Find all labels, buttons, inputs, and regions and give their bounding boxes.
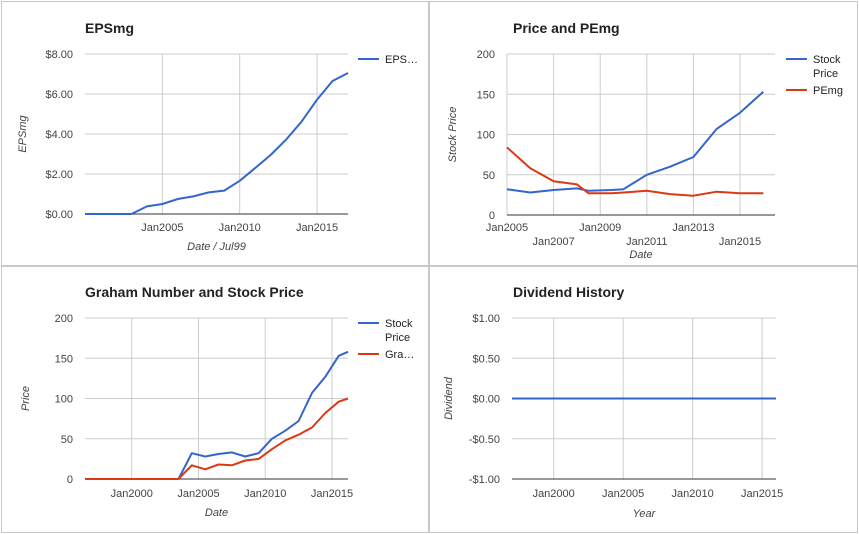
- y-tick-label: 100: [55, 394, 73, 406]
- x-tick-label: Jan2005: [602, 488, 644, 500]
- y-tick-label: $2.00: [45, 169, 73, 181]
- y-tick-label: 0: [67, 474, 73, 486]
- chart-title: Graham Number and Stock Price: [85, 284, 304, 300]
- eps-chart: EPSmg $0.00 $2.00 $4.00 $6.00 $8.00 Jan2005 Jan…: [17, 20, 418, 253]
- chart-title: Price and PEmg: [513, 20, 620, 36]
- x-tick-label: Jan2000: [111, 488, 153, 500]
- x-axis-title: Date: [629, 249, 652, 261]
- series-line: [506, 91, 764, 194]
- chart-title: EPSmg: [85, 20, 134, 36]
- x-tick-label: Jan2015: [296, 222, 338, 234]
- y-tick-label: 100: [477, 130, 495, 142]
- x-axis-title: Year: [633, 508, 657, 520]
- series-line: [85, 397, 349, 480]
- y-tick-label: $1.00: [472, 313, 500, 325]
- legend-label: Gra…: [385, 349, 414, 361]
- x-tick-label: Jan2010: [219, 222, 261, 234]
- chart-title: Dividend History: [513, 284, 624, 300]
- series-line: [506, 146, 764, 197]
- y-tick-label: 150: [477, 89, 495, 101]
- y-tick-label: $0.00: [472, 394, 500, 406]
- x-tick-label: Jan2015: [719, 236, 761, 248]
- y-tick-label: $6.00: [45, 89, 73, 101]
- y-axis-title: EPSmg: [17, 114, 29, 152]
- legend-label: PEmg: [813, 85, 843, 97]
- eps-chart-panel: EPSmg $0.00 $2.00 $4.00 $6.00 $8.00 Jan2005 Jan…: [1, 1, 429, 266]
- x-axis-title: Date: [205, 507, 228, 519]
- x-tick-label: Jan2005: [486, 222, 528, 234]
- y-tick-label: 50: [61, 434, 73, 446]
- x-tick-label: Jan2005: [177, 488, 219, 500]
- x-tick-label: Jan2000: [533, 488, 575, 500]
- series-line: [85, 350, 349, 480]
- y-tick-label: $0.00: [45, 209, 73, 221]
- legend-label: EPS…: [385, 54, 418, 66]
- price-pe-chart: Price and PEmg 0 50 100 150 200 Jan2005 Jan2007…: [447, 20, 843, 261]
- y-tick-label: -$1.00: [469, 474, 500, 486]
- x-tick-label: Jan2013: [672, 222, 714, 234]
- x-tick-label: Jan2010: [244, 488, 286, 500]
- y-axis-title: Price: [20, 386, 32, 411]
- x-tick-label: Jan2011: [626, 236, 667, 248]
- dividend-chart-panel: Dividend History -$1.00 -$0.50 $0.00 $0.50 $1…: [429, 266, 858, 533]
- price-pe-chart-panel: Price and PEmg 0 50 100 150 200 Jan2005 Jan2007…: [429, 1, 858, 266]
- y-tick-label: $4.00: [45, 129, 73, 141]
- x-tick-label: Jan2010: [672, 488, 714, 500]
- y-tick-label: 150: [55, 353, 73, 365]
- x-tick-label: Jan2007: [532, 236, 574, 248]
- y-tick-label: $0.50: [472, 353, 500, 365]
- y-tick-label: 200: [477, 49, 495, 61]
- x-axis-title: Date / Jul99: [187, 241, 246, 253]
- y-axis-title: Dividend: [443, 376, 455, 420]
- legend-label: Stock Price: [813, 54, 841, 80]
- y-axis-title: Stock Price: [447, 107, 459, 163]
- y-tick-label: 0: [489, 210, 495, 222]
- x-tick-label: Jan2015: [741, 488, 783, 500]
- y-tick-label: -$0.50: [469, 434, 500, 446]
- graham-chart: Graham Number and Stock Price 0 50 100 150 20…: [20, 284, 414, 519]
- legend-label: Stock Price: [385, 318, 413, 344]
- x-tick-label: Jan2005: [141, 222, 183, 234]
- y-tick-label: 50: [483, 170, 495, 182]
- y-tick-label: 200: [55, 313, 73, 325]
- graham-chart-panel: Graham Number and Stock Price 0 50 100 150 20…: [1, 266, 429, 533]
- dividend-chart: Dividend History -$1.00 -$0.50 $0.00 $0.50 $1…: [443, 284, 783, 520]
- x-tick-label: Jan2009: [579, 222, 621, 234]
- x-tick-label: Jan2015: [311, 488, 353, 500]
- y-tick-label: $8.00: [45, 49, 73, 61]
- series-line: [85, 72, 349, 215]
